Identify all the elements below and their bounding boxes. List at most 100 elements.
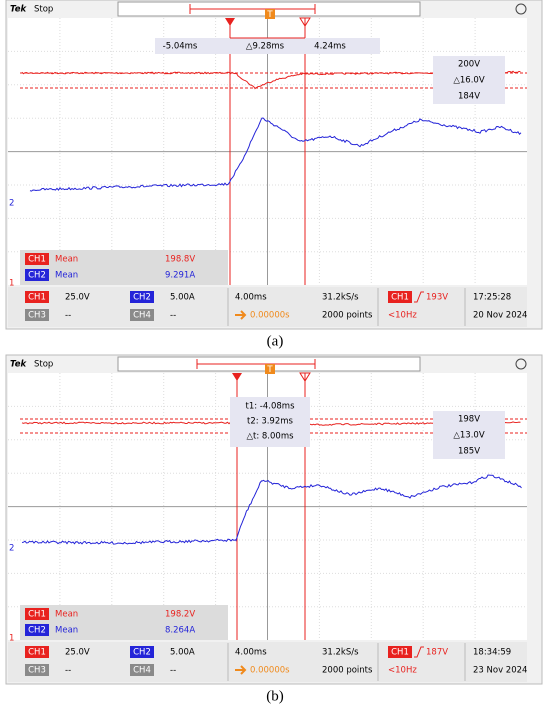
help-icon [515,358,527,370]
volt-readout [433,411,505,459]
measurement-type: Mean [55,271,78,281]
channel-name: CH1 [28,293,46,303]
status-bar [8,287,527,327]
channel-name: CH1 [28,648,46,658]
position-arrow [235,665,247,675]
cursor-readout [230,397,310,447]
record-length: 2000 points [322,666,373,676]
cursor-marker [232,373,242,381]
measurement-box [20,250,228,285]
cursor-readout-text: -5.04ms [163,42,198,52]
frequency: <10Hz [388,311,417,321]
cursor-marker [225,18,235,26]
cursor-marker [299,17,311,27]
channel-name: CH2 [133,293,151,303]
clock-time: 18:34:59 [473,648,511,658]
volt-readout-text: 200V [458,60,480,70]
measurement-type: Mean [55,255,78,265]
cursor-readout [155,38,380,54]
channel-scale: -- [65,666,71,676]
volt-readout [433,56,505,104]
channel-badge [25,291,49,303]
cursor-readout-text: 4.24ms [314,42,346,52]
scope-panel: Tek Stop T -5.04ms △9.28ms 4.24ms 200V △16.0V 18… [5,0,543,349]
channel-name: CH3 [28,311,46,321]
channel-badge [130,309,154,321]
channel-badge [130,664,154,676]
brand: Tek [10,360,27,370]
trigger-source: CH1 [391,648,409,658]
channel-badge [25,253,49,265]
channel-badge [25,269,49,281]
channel-scale: 5.00A [170,293,195,303]
channel-badge [25,608,49,620]
channel-marker: 1 [9,279,14,289]
volt-readout-text: 198V [458,415,480,425]
measurement-channel: CH2 [28,271,46,281]
channel-scale: 25.0V [65,648,90,658]
measurement-channel: CH1 [28,255,46,265]
measurement-value: 8.264A [165,626,195,636]
channel-badge [25,664,49,676]
clock-time: 17:25:28 [473,293,511,303]
trigger-level: 193V [426,293,448,303]
volt-readout-text: 184V [458,92,480,102]
caption: (b) [266,688,284,704]
measurement-channel: CH1 [28,610,46,620]
channel-name: CH2 [133,648,151,658]
trigger-slope [414,291,424,303]
trigger-window [189,4,316,14]
channel-scale: 25.0V [65,293,90,303]
trigger-marker: T [266,365,273,375]
channel-badge [130,646,154,658]
channel-marker: 2 [9,199,14,209]
cursor-readout-text: t1: -4.08ms [245,402,295,412]
trigger-level: 187V [426,648,448,658]
caption: (a) [267,333,284,349]
channel-badge [25,646,49,658]
scope-panel: Tek Stop Tt1: -4.08ms t2: 3.92ms △t: 8.00ms 1… [5,354,543,704]
cursor-readout-text: △t: 8.00ms [246,432,294,442]
measurement-channel: CH2 [28,626,46,636]
timebase: 4.00ms [235,648,267,658]
channel-badge [25,309,49,321]
measurement-value: 198.8V [165,255,195,265]
clock-date: 20 Nov 2024 [473,311,527,321]
measurement-value: 9.291A [165,271,195,281]
position: 0.00000s [250,311,290,321]
cursor-readout-text: △9.28ms [246,42,285,52]
status-bar [8,642,527,682]
position: 0.00000s [250,666,290,676]
channel-marker: 1 [9,634,14,644]
volt-readout-text: △13.0V [453,431,484,441]
channel-badge [388,291,412,303]
channel-badge [130,291,154,303]
channel-marker: 2 [9,544,14,554]
record-length: 2000 points [322,311,373,321]
blue-trace [29,117,522,192]
trigger-source: CH1 [391,293,409,303]
cursor-marker [299,372,311,382]
sample-rate: 31.2kS/s [322,648,359,658]
channel-name: CH4 [133,311,151,321]
frequency: <10Hz [388,666,417,676]
help-icon [515,3,527,15]
channel-scale: -- [65,311,71,321]
volt-readout-text: 185V [458,447,480,457]
run-status: Stop [34,5,53,15]
measurement-type: Mean [55,610,78,620]
channel-name: CH4 [133,666,151,676]
measurement-value: 198.2V [165,610,195,620]
run-status: Stop [34,360,53,370]
cursor-readout-text: t2: 3.92ms [247,417,294,427]
sample-rate: 31.2kS/s [322,293,359,303]
measurement-type: Mean [55,626,78,636]
clock-date: 23 Nov 2024 [473,666,527,676]
trigger-window [196,359,316,369]
trigger-marker: T [266,10,273,20]
brand: Tek [10,5,27,15]
volt-readout-text: △16.0V [453,76,484,86]
channel-scale: -- [170,311,176,321]
trigger-badge [265,9,275,19]
